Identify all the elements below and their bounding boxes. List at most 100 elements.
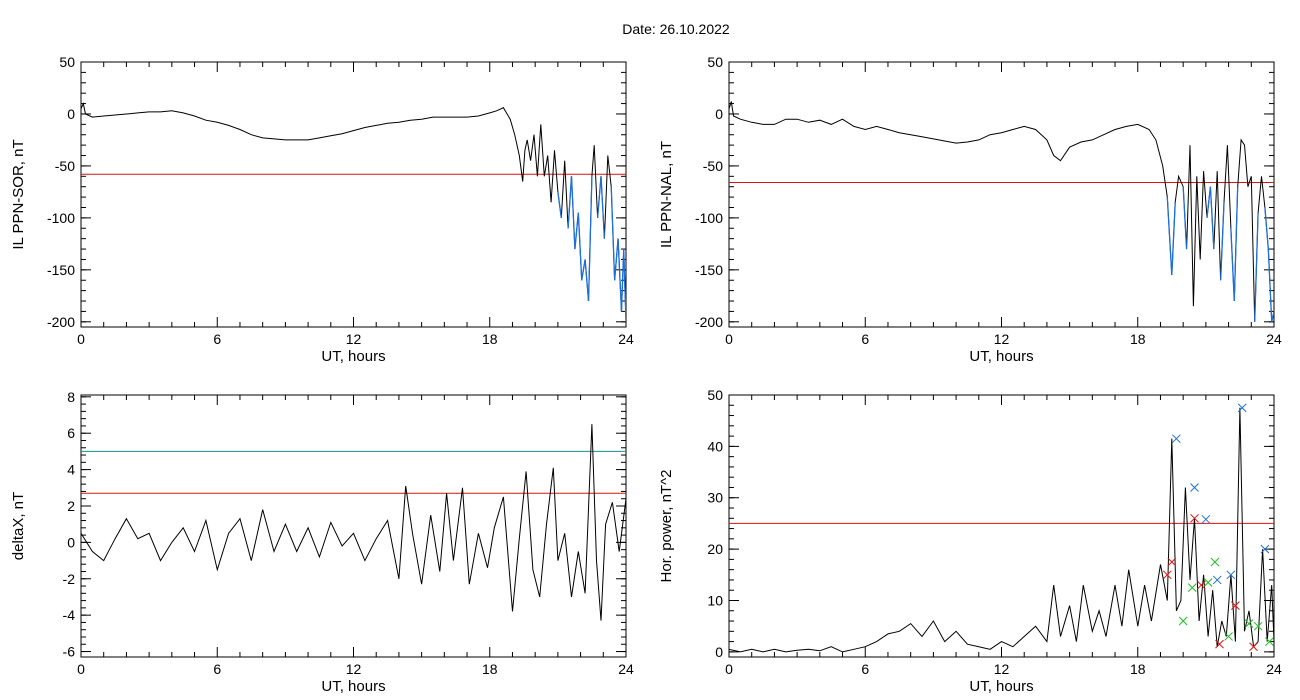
series-line bbox=[729, 407, 1274, 653]
peak-marker bbox=[1190, 513, 1199, 523]
x-tick-label: 24 bbox=[618, 331, 634, 347]
x-tick-label: 24 bbox=[1266, 331, 1282, 347]
peak-marker bbox=[1172, 434, 1181, 444]
series-line bbox=[81, 101, 626, 322]
x-tick-label: 0 bbox=[77, 331, 85, 347]
x-tick-label: 24 bbox=[1266, 661, 1282, 677]
y-tick-label: -150 bbox=[47, 262, 75, 278]
active-segment bbox=[1271, 311, 1274, 322]
x-tick-label: 6 bbox=[213, 331, 221, 347]
peak-marker bbox=[1244, 619, 1254, 628]
x-axis-label: UT, hours bbox=[321, 678, 385, 695]
active-segment bbox=[1230, 228, 1235, 302]
active-segment bbox=[1267, 249, 1273, 322]
y-tick-label: 0 bbox=[715, 106, 723, 122]
date-title: Date: 26.10.2022 bbox=[622, 21, 730, 37]
active-segment bbox=[574, 212, 579, 250]
peak-marker bbox=[1203, 578, 1213, 587]
panel-hor-power: 0 6 12 18 24 50 40 30 20 10 0 UT, hours Hor. power, … bbox=[658, 387, 1282, 695]
series-line bbox=[729, 101, 1274, 322]
peak-marker bbox=[1210, 557, 1220, 567]
x-tick-label: 12 bbox=[994, 661, 1010, 677]
peak-marker bbox=[1265, 637, 1274, 646]
y-tick-label: -200 bbox=[695, 314, 723, 330]
active-segment bbox=[620, 249, 625, 312]
peak-marker bbox=[1187, 583, 1197, 593]
peak-marker bbox=[1167, 557, 1177, 567]
y-axis-label: IL PPN-SOR, nT bbox=[10, 139, 27, 249]
y-tick-label: 0 bbox=[67, 106, 75, 122]
y-axis-label: Hor. power, nT^2 bbox=[658, 470, 675, 583]
y-tick-label: -50 bbox=[55, 158, 75, 174]
plot-frame bbox=[728, 61, 1275, 328]
y-axis-label: deltaX, nT bbox=[10, 492, 27, 560]
peak-marker bbox=[1260, 544, 1270, 554]
x-tick-label: 18 bbox=[1130, 661, 1146, 677]
y-tick-label: 30 bbox=[707, 490, 723, 506]
y-tick-label: 20 bbox=[707, 541, 723, 557]
y-tick-label: -6 bbox=[63, 644, 76, 660]
plot-frame bbox=[80, 61, 627, 328]
y-tick-label: 6 bbox=[67, 425, 75, 441]
y-tick-label: -150 bbox=[695, 262, 723, 278]
peak-marker bbox=[1237, 403, 1247, 413]
peak-marker bbox=[1226, 570, 1236, 580]
peak-marker bbox=[1215, 639, 1224, 649]
active-segment bbox=[610, 186, 616, 281]
x-tick-label: 0 bbox=[725, 331, 733, 347]
panel-ppn-sor: 0 6 12 18 24 50 0 -50 -100 -150 -200 UT, hours IL PP… bbox=[10, 54, 634, 365]
y-tick-label: 40 bbox=[707, 438, 723, 454]
y-tick-label: -2 bbox=[63, 571, 76, 587]
active-segment bbox=[1219, 202, 1225, 281]
x-tick-label: 6 bbox=[861, 661, 869, 677]
peak-marker bbox=[1190, 483, 1199, 492]
active-segment bbox=[1206, 186, 1212, 218]
peak-marker bbox=[1196, 580, 1206, 590]
active-segment bbox=[613, 238, 619, 281]
y-tick-label: -200 bbox=[47, 314, 75, 330]
y-tick-label: 2 bbox=[67, 498, 75, 514]
active-segment bbox=[1166, 197, 1173, 276]
peak-marker bbox=[1201, 514, 1211, 524]
y-tick-label: -50 bbox=[703, 158, 723, 174]
y-tick-label: 50 bbox=[707, 54, 723, 70]
active-segment bbox=[1233, 186, 1239, 302]
active-segment bbox=[581, 259, 586, 281]
x-tick-label: 12 bbox=[994, 331, 1010, 347]
x-tick-label: 24 bbox=[618, 661, 634, 677]
peak-marker bbox=[1249, 642, 1258, 652]
active-segment bbox=[1182, 186, 1188, 250]
plot-frame bbox=[80, 394, 627, 658]
active-segment bbox=[596, 176, 602, 218]
y-tick-label: -100 bbox=[695, 210, 723, 226]
x-tick-label: 18 bbox=[482, 661, 498, 677]
x-tick-label: 18 bbox=[482, 331, 498, 347]
active-segment bbox=[623, 249, 626, 322]
y-tick-label: -4 bbox=[63, 607, 76, 623]
active-segment bbox=[1264, 207, 1269, 250]
active-segment bbox=[600, 176, 606, 239]
active-segment bbox=[587, 176, 593, 302]
x-tick-label: 0 bbox=[77, 661, 85, 677]
y-tick-label: 50 bbox=[707, 387, 723, 403]
active-segment bbox=[557, 191, 562, 218]
active-segment bbox=[1171, 202, 1176, 276]
x-axis-label: UT, hours bbox=[969, 678, 1033, 695]
active-segment bbox=[570, 176, 576, 250]
active-segment bbox=[584, 259, 590, 302]
plot-frame bbox=[728, 394, 1275, 658]
y-tick-label: 0 bbox=[715, 644, 723, 660]
y-tick-label: 8 bbox=[67, 389, 75, 405]
peak-marker bbox=[1162, 570, 1172, 580]
active-segment bbox=[567, 176, 573, 229]
y-axis-label: IL PPN-NAL, nT bbox=[658, 141, 675, 248]
x-tick-label: 6 bbox=[861, 331, 869, 347]
x-axis-label: UT, hours bbox=[321, 348, 385, 365]
series-line bbox=[81, 424, 626, 621]
x-axis-label: UT, hours bbox=[969, 348, 1033, 365]
panel-ppn-nal: 0 6 12 18 24 50 0 -50 -100 -150 -200 UT, hours IL PP… bbox=[658, 54, 1282, 365]
panel-deltax: 0 6 12 18 24 8 6 4 2 0 -2 -4 -6 UT, hours deltaX, nT bbox=[10, 389, 634, 695]
peak-marker bbox=[1178, 616, 1188, 626]
x-tick-label: 12 bbox=[346, 331, 362, 347]
